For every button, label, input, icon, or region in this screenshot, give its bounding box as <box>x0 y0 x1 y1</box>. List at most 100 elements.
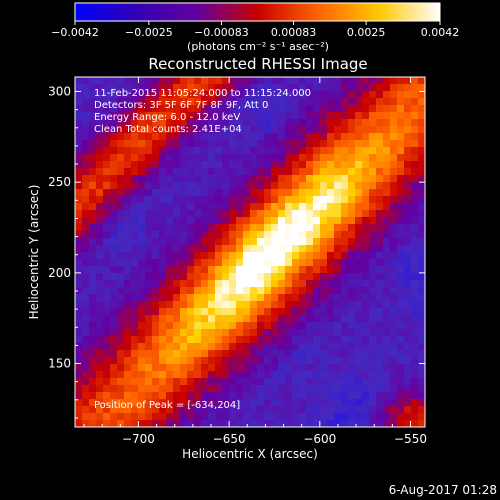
heatmap-cell <box>117 126 125 134</box>
heatmap-cell <box>124 238 132 246</box>
heatmap-cell <box>103 399 111 407</box>
heatmap-cell <box>124 217 132 225</box>
heatmap-cell <box>166 182 174 190</box>
heatmap-cell <box>411 336 419 344</box>
heatmap-cell <box>173 350 181 358</box>
heatmap-cell <box>180 175 188 183</box>
heatmap-cell <box>390 168 398 176</box>
heatmap-cell <box>96 329 104 337</box>
heatmap-cell <box>124 406 132 414</box>
heatmap-cell <box>75 182 83 190</box>
heatmap-cell <box>243 98 251 106</box>
heatmap-cell <box>299 126 307 134</box>
heatmap-cell <box>152 322 160 330</box>
heatmap-cell <box>313 371 321 379</box>
heatmap-cell <box>124 357 132 365</box>
heatmap-cell <box>271 350 279 358</box>
heatmap-cell <box>131 371 139 379</box>
heatmap-cell <box>278 273 286 281</box>
heatmap-cell <box>138 280 146 288</box>
heatmap-cell <box>75 112 83 120</box>
heatmap-cell <box>215 357 223 365</box>
heatmap-cell <box>257 238 265 246</box>
heatmap-cell <box>215 119 223 127</box>
heatmap-cell <box>82 77 90 85</box>
heatmap-cell <box>257 273 265 281</box>
heatmap-cell <box>201 273 209 281</box>
heatmap-cell <box>320 182 328 190</box>
heatmap-cell <box>264 203 272 211</box>
heatmap-cell <box>348 301 356 309</box>
heatmap-cell <box>187 378 195 386</box>
heatmap-cell <box>187 105 195 113</box>
heatmap-cell <box>138 133 146 141</box>
heatmap-cell <box>257 315 265 323</box>
heatmap-cell <box>348 350 356 358</box>
heatmap-cell <box>243 301 251 309</box>
heatmap-cell <box>390 399 398 407</box>
heatmap-cell <box>285 238 293 246</box>
heatmap-cell <box>404 91 412 99</box>
heatmap-cell <box>124 287 132 295</box>
heatmap-cell <box>313 322 321 330</box>
heatmap-cell <box>145 315 153 323</box>
heatmap-cell <box>110 175 118 183</box>
heatmap-cell <box>173 112 181 120</box>
heatmap-cell <box>383 364 391 372</box>
heatmap-cell <box>138 420 146 428</box>
heatmap-cell <box>124 364 132 372</box>
heatmap-cell <box>306 203 314 211</box>
heatmap-cell <box>138 98 146 106</box>
heatmap-cell <box>320 168 328 176</box>
heatmap-cell <box>397 147 405 155</box>
heatmap-cell <box>334 119 342 127</box>
heatmap-cell <box>166 413 174 421</box>
heatmap-cell <box>152 224 160 232</box>
heatmap-cell <box>369 91 377 99</box>
heatmap-cell <box>306 357 314 365</box>
heatmap-cell <box>215 413 223 421</box>
heatmap-cell <box>194 329 202 337</box>
heatmap-cell <box>159 315 167 323</box>
heatmap-cell <box>75 126 83 134</box>
heatmap-cell <box>201 140 209 148</box>
heatmap-cell <box>320 231 328 239</box>
heatmap-cell <box>124 336 132 344</box>
heatmap-cell <box>278 245 286 253</box>
heatmap-cell <box>271 273 279 281</box>
heatmap-cell <box>145 91 153 99</box>
heatmap-cell <box>285 308 293 316</box>
heatmap-cell <box>138 77 146 85</box>
heatmap-cell <box>82 126 90 134</box>
heatmap-cell <box>180 322 188 330</box>
heatmap-cell <box>418 343 426 351</box>
heatmap-cell <box>327 140 335 148</box>
heatmap-cell <box>271 224 279 232</box>
heatmap-cell <box>166 203 174 211</box>
heatmap-cell <box>250 203 258 211</box>
heatmap-cell <box>292 210 300 218</box>
heatmap-cell <box>355 259 363 267</box>
heatmap-cell <box>376 245 384 253</box>
heatmap-cell <box>138 343 146 351</box>
heatmap-cell <box>390 322 398 330</box>
heatmap-cell <box>236 238 244 246</box>
heatmap-cell <box>138 252 146 260</box>
heatmap-cell <box>313 413 321 421</box>
heatmap-cell <box>152 175 160 183</box>
heatmap-cell <box>334 210 342 218</box>
heatmap-cell <box>271 105 279 113</box>
heatmap-cell <box>117 252 125 260</box>
heatmap-cell <box>201 189 209 197</box>
heatmap-cell <box>306 343 314 351</box>
heatmap-cell <box>208 343 216 351</box>
heatmap-cell <box>369 203 377 211</box>
heatmap-cell <box>299 168 307 176</box>
heatmap-cell <box>96 413 104 421</box>
heatmap-cell <box>82 308 90 316</box>
heatmap-cell <box>376 133 384 141</box>
heatmap-cell <box>138 147 146 155</box>
heatmap-cell <box>320 154 328 162</box>
heatmap-cell <box>138 392 146 400</box>
heatmap-cell <box>138 168 146 176</box>
